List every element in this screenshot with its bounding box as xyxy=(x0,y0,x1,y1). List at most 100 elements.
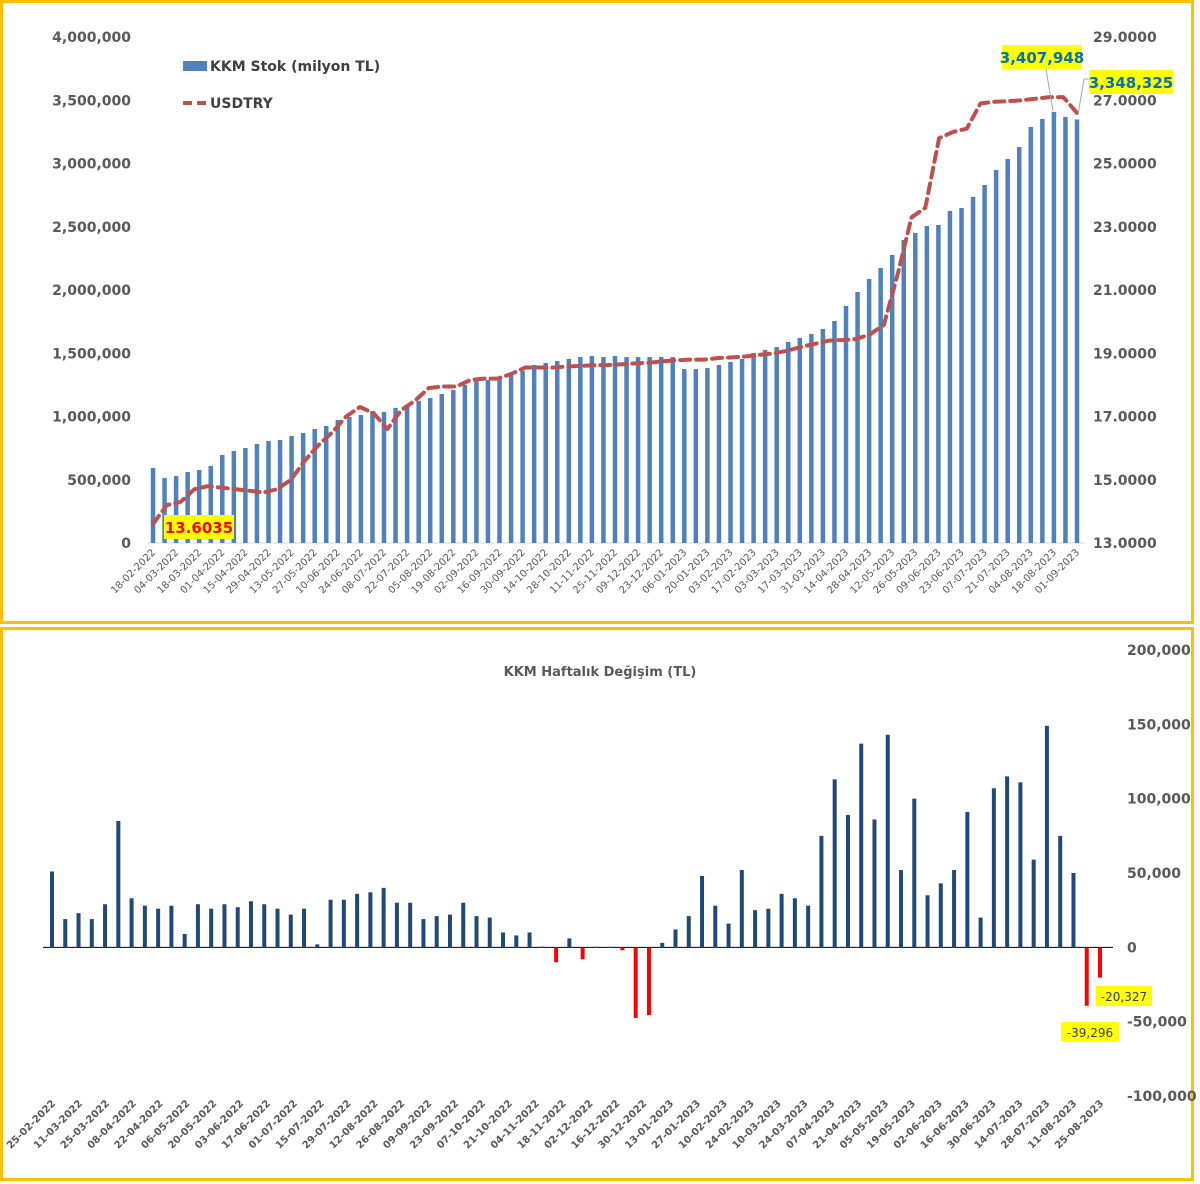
left-axis-tick-label: 4,000,000 xyxy=(52,30,131,46)
kkm-stock-bar xyxy=(289,435,294,543)
weekly-change-bar xyxy=(209,908,214,948)
weekly-change-bar xyxy=(925,895,930,948)
weekly-change-bar xyxy=(673,929,678,948)
kkm-stock-bar xyxy=(508,373,514,543)
kkm-stock-bar xyxy=(404,404,410,543)
kkm-stock-bar xyxy=(739,358,745,543)
kkm-stock-bar xyxy=(601,357,606,543)
weekly-change-bar xyxy=(1058,835,1063,948)
weekly-change-bar xyxy=(952,870,957,948)
legend-swatch-kkm xyxy=(183,61,207,71)
weekly-change-bar xyxy=(275,908,280,948)
x-axis-tick-label: 25-08-2023 xyxy=(1053,1098,1106,1151)
kkm-stock-bar xyxy=(173,476,179,543)
kkm-stock-bar xyxy=(682,369,687,543)
annotation-20327: -20,327 xyxy=(1101,990,1147,1004)
kkm-last-annotation-box xyxy=(1089,70,1173,94)
kkm-stock-bar xyxy=(786,341,791,543)
weekly-change-bar xyxy=(288,914,293,948)
weekly-change-bar xyxy=(739,870,744,948)
kkm-stock-bar xyxy=(832,320,837,543)
kkm-stock-bar xyxy=(913,232,918,544)
kkm-stock-bar xyxy=(347,417,352,543)
weekly-change-bar xyxy=(646,947,651,1015)
weekly-change-bar xyxy=(620,947,625,951)
weekly-change-bar xyxy=(991,788,996,948)
right-axis-tick-label: 17.0000 xyxy=(1093,410,1157,426)
kkm-stock-bar xyxy=(381,411,387,543)
kkm-stock-bar xyxy=(231,451,237,543)
weekly-change-bar xyxy=(182,933,187,948)
weekly-change-bar xyxy=(540,946,545,948)
kkm-stock-bar xyxy=(716,365,722,543)
kkm-stock-bar xyxy=(889,254,895,543)
weekly-change-bar xyxy=(633,947,638,1018)
kkm-stock-bar xyxy=(728,361,733,543)
kkm-stock-bar xyxy=(624,357,629,543)
left-axis-tick-label: 2,500,000 xyxy=(52,220,131,236)
weekly-change-bar xyxy=(368,892,373,948)
weekly-change-bar xyxy=(156,908,161,948)
kkm-stock-bar xyxy=(993,169,999,543)
weekly-change-bar xyxy=(235,907,240,948)
usdtry-start-annotation: 13.6035 xyxy=(165,519,233,537)
right-axis-tick-label: 23.0000 xyxy=(1093,220,1157,236)
weekly-change-bar xyxy=(89,919,94,948)
kkm-stock-bar xyxy=(531,365,537,543)
kkm-stock-bar xyxy=(335,420,341,543)
weekly-change-bar xyxy=(593,946,598,948)
kkm-stock-bar xyxy=(474,380,479,543)
kkm-stock-bar xyxy=(612,356,618,543)
legend-label-usdtry: USDTRY xyxy=(210,96,274,112)
right-axis-tick-label: 13.0000 xyxy=(1093,536,1157,552)
weekly-change-bar xyxy=(792,898,797,948)
weekly-change-bar xyxy=(938,883,943,948)
right-axis-tick-label: 15.0000 xyxy=(1093,473,1157,489)
chart-title: KKM Haftalık Değişim (TL) xyxy=(504,665,697,680)
kkm-stock-bar xyxy=(1040,118,1045,544)
kkm-stock-bar xyxy=(855,292,860,543)
kkm-stock-bar xyxy=(820,328,826,543)
weekly-change-bar xyxy=(806,905,811,948)
weekly-change-bar xyxy=(766,908,771,948)
kkm-stock-bar xyxy=(520,370,525,543)
kkm-stock-bar xyxy=(1005,158,1010,544)
left-axis-tick-label: 0 xyxy=(121,536,131,552)
kkm-stock-bar xyxy=(647,357,652,543)
y-axis-tick-label: 50,000 xyxy=(1127,866,1181,882)
weekly-change-bar xyxy=(580,947,585,960)
kkm-last-annotation: 3,348,325 xyxy=(1089,74,1173,92)
kkm-stock-bar xyxy=(693,369,699,543)
weekly-change-bar xyxy=(845,815,850,948)
weekly-change-bar xyxy=(713,905,718,948)
weekly-change-bar xyxy=(607,946,612,948)
weekly-change-bar xyxy=(1084,947,1089,1006)
kkm-stock-bar xyxy=(1074,119,1080,543)
kkm-stock-bar xyxy=(982,185,987,543)
kkm-stock-bar xyxy=(762,349,768,543)
weekly-change-bar xyxy=(872,819,877,948)
weekly-change-bar xyxy=(487,917,492,948)
weekly-change-bar xyxy=(315,944,320,948)
kkm-peak-leader-line xyxy=(1045,68,1054,112)
kkm-stock-bar xyxy=(439,393,444,543)
kkm-last-leader-line xyxy=(1077,78,1089,116)
weekly-change-bar xyxy=(978,917,983,948)
weekly-change-bar xyxy=(965,812,970,948)
left-axis-tick-label: 1,000,000 xyxy=(52,410,131,426)
kkm-stock-bar xyxy=(462,385,468,543)
weekly-change-bar xyxy=(394,902,399,948)
left-axis-tick-label: 1,500,000 xyxy=(52,346,131,362)
weekly-change-bar xyxy=(779,893,784,948)
kkm-stock-bar xyxy=(959,208,964,543)
weekly-change-bar xyxy=(1044,725,1049,948)
left-axis-tick-label: 3,000,000 xyxy=(52,157,131,173)
kkm-stock-bar xyxy=(1051,111,1057,543)
right-axis-tick-label: 29.0000 xyxy=(1093,30,1157,46)
kkm-stock-bar xyxy=(427,398,433,543)
weekly-change-bar xyxy=(447,914,452,948)
kkm-stock-bar xyxy=(809,334,814,543)
weekly-change-bar xyxy=(421,919,426,948)
kkm-stock-chart-panel: 0 500,000 1,000,000 1,500,000 2,000,000 2,500… xyxy=(0,0,1194,624)
weekly-change-bar xyxy=(832,779,837,948)
